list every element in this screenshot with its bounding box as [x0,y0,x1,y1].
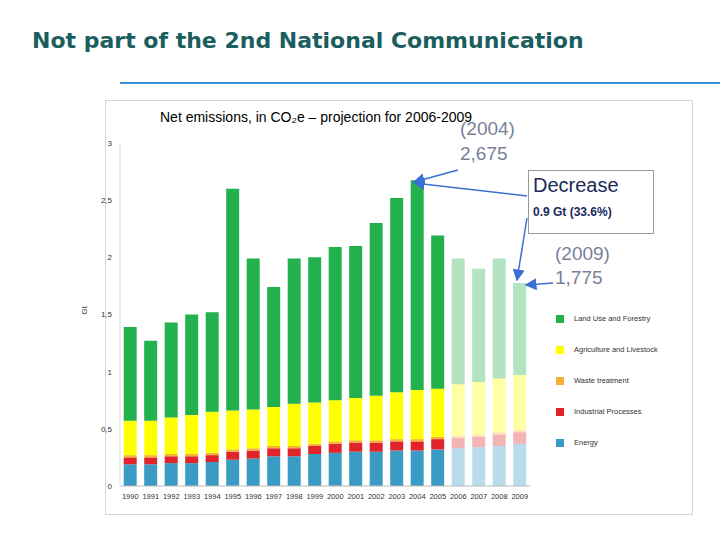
svg-text:1999: 1999 [306,492,323,501]
svg-text:1995: 1995 [224,492,241,501]
svg-text:1997: 1997 [265,492,282,501]
svg-text:1992: 1992 [163,492,180,501]
svg-text:2008: 2008 [491,492,508,501]
html-text:Net emissions, in CO₂e – proje: Net emissions, in CO₂e – projection for … [160,109,472,125]
html-text:(2004): (2004) [460,118,515,139]
html-text:Agriculture and Livestock: Agriculture and Livestock [574,345,658,354]
html-text:Waste treatment: Waste treatment [574,376,629,385]
svg-text:1996: 1996 [245,492,262,501]
svg-text:1991: 1991 [142,492,159,501]
html-text:Decrease: Decrease [533,174,619,196]
html-text:0.9 Gt (33.6%): 0.9 Gt (33.6%) [533,205,612,219]
svg-text:2007: 2007 [470,492,487,501]
svg-text:2009: 2009 [511,492,528,501]
svg-text:1998: 1998 [286,492,303,501]
svg-text:2: 2 [108,253,113,262]
svg-text:2005: 2005 [429,492,446,501]
svg-text:1,5: 1,5 [101,310,113,319]
svg-text:2002: 2002 [368,492,385,501]
svg-text:3: 3 [108,139,113,148]
html-text:Energy: Energy [574,438,598,447]
svg-text:2006: 2006 [450,492,467,501]
svg-text:0: 0 [108,482,113,491]
svg-text:1990: 1990 [122,492,139,501]
html-text:Land Use and Forestry: Land Use and Forestry [574,314,651,323]
svg-text:2000: 2000 [327,492,344,501]
html-text:Not part of the 2nd National C: Not part of the 2nd National Communicati… [32,28,584,53]
html-text:2,675: 2,675 [460,143,508,164]
svg-text:1994: 1994 [204,492,221,501]
svg-text:2001: 2001 [347,492,364,501]
svg-text:0,5: 0,5 [101,425,113,434]
svg-text:1: 1 [108,368,113,377]
svg-text:2004: 2004 [409,492,426,501]
svg-text:2,5: 2,5 [101,196,113,205]
svg-text:Gt: Gt [80,305,89,314]
html-text:(2009): (2009) [555,243,610,264]
html-text:1,775: 1,775 [555,267,603,288]
svg-text:2003: 2003 [388,492,405,501]
svg-text:1993: 1993 [183,492,200,501]
html-text:Industrial Processes: Industrial Processes [574,407,642,416]
